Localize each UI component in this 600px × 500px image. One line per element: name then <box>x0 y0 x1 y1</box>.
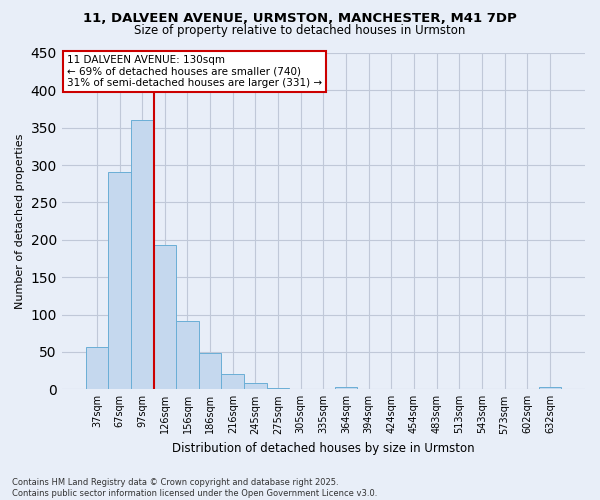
Bar <box>86 346 108 390</box>
X-axis label: Distribution of detached houses by size in Urmston: Distribution of detached houses by size … <box>172 442 475 455</box>
Bar <box>131 120 154 390</box>
Bar <box>108 172 131 390</box>
Bar <box>199 354 221 390</box>
Bar <box>267 388 289 390</box>
Text: Contains HM Land Registry data © Crown copyright and database right 2025.
Contai: Contains HM Land Registry data © Crown c… <box>12 478 377 498</box>
Y-axis label: Number of detached properties: Number of detached properties <box>15 134 25 309</box>
Text: 11 DALVEEN AVENUE: 130sqm
← 69% of detached houses are smaller (740)
31% of semi: 11 DALVEEN AVENUE: 130sqm ← 69% of detac… <box>67 54 322 88</box>
Bar <box>176 322 199 390</box>
Bar <box>154 245 176 390</box>
Bar <box>539 387 561 390</box>
Text: 11, DALVEEN AVENUE, URMSTON, MANCHESTER, M41 7DP: 11, DALVEEN AVENUE, URMSTON, MANCHESTER,… <box>83 12 517 26</box>
Text: Size of property relative to detached houses in Urmston: Size of property relative to detached ho… <box>134 24 466 37</box>
Bar <box>335 387 358 390</box>
Bar <box>221 374 244 390</box>
Bar <box>244 384 267 390</box>
